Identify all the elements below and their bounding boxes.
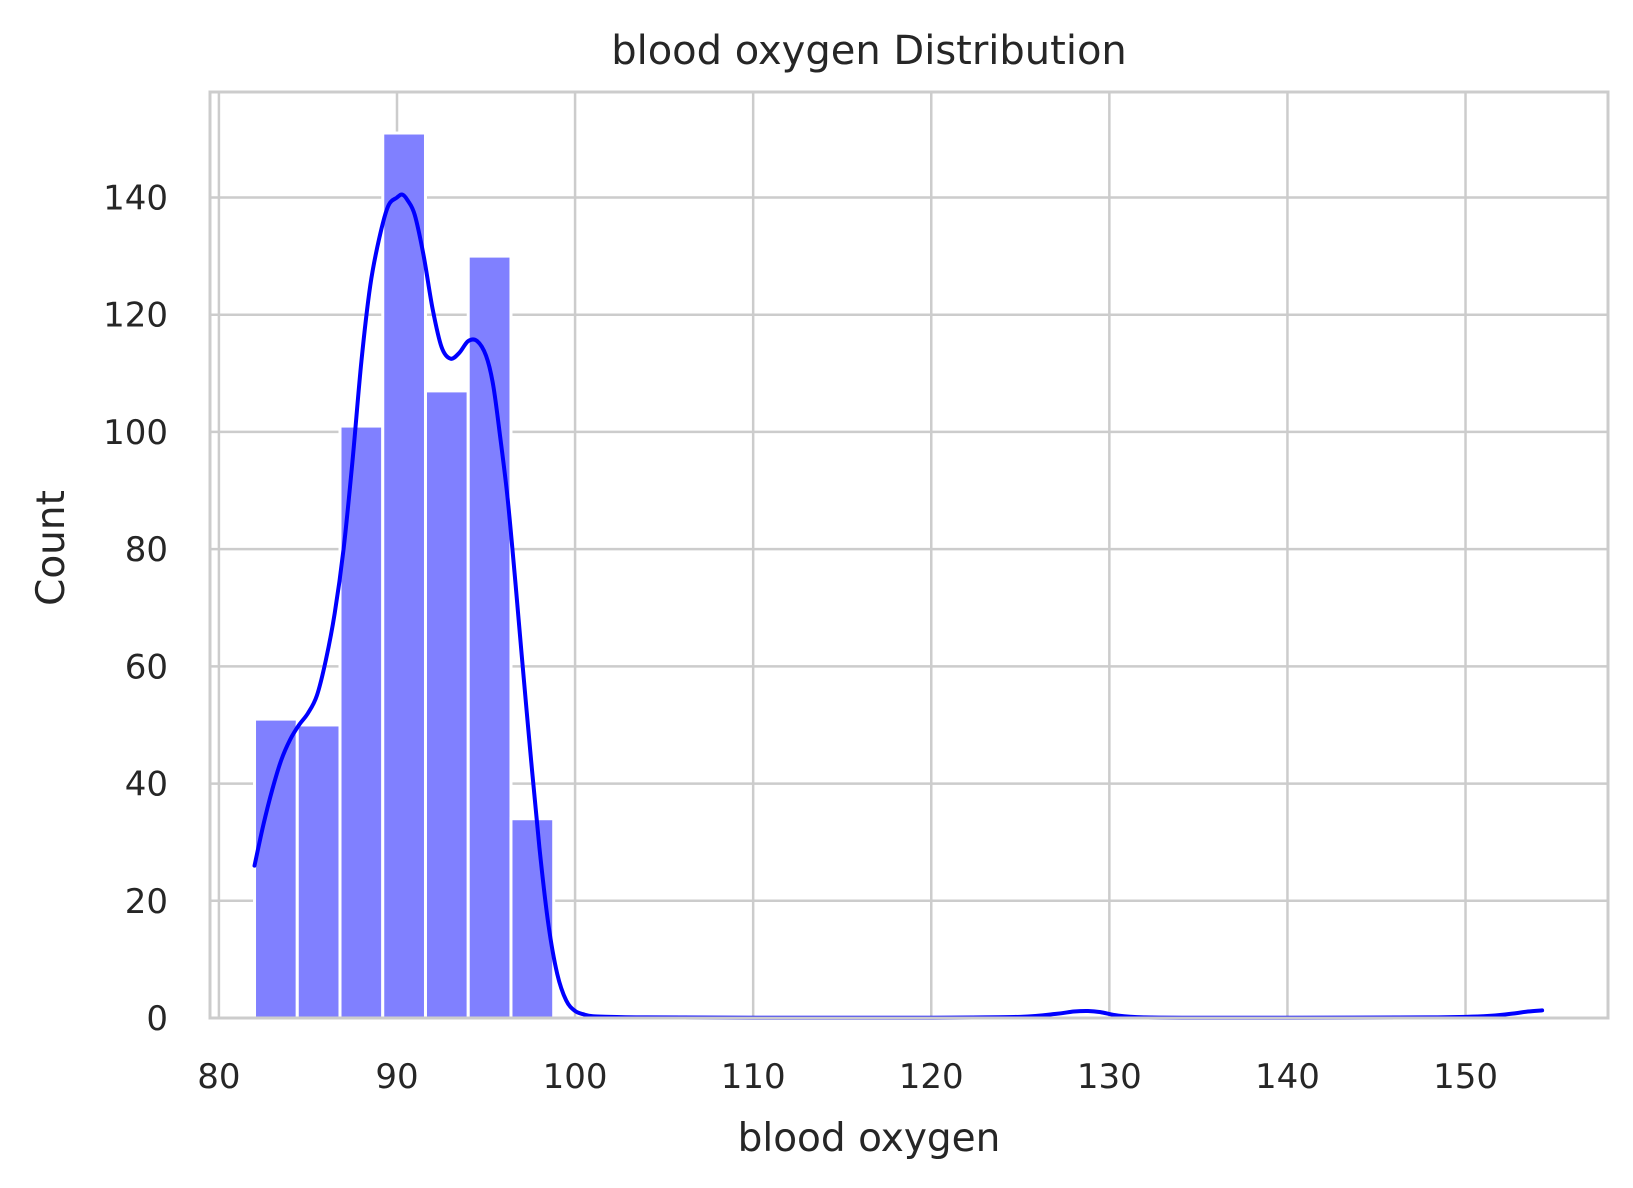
histogram-bar bbox=[295, 723, 342, 1020]
x-tick-label: 80 bbox=[197, 1057, 240, 1097]
plot-frame bbox=[208, 90, 1610, 1020]
x-tick-label: 120 bbox=[899, 1057, 964, 1097]
x-tick-label: 140 bbox=[1255, 1057, 1320, 1097]
kde-curve-group bbox=[252, 192, 1545, 1020]
x-axis-label: blood oxygen bbox=[738, 1116, 1001, 1161]
x-tick-label: 150 bbox=[1433, 1057, 1498, 1097]
x-tick-labels: 80 90 100 110 120 130 140 150 bbox=[197, 1057, 1498, 1097]
histogram-bars bbox=[253, 131, 556, 1020]
y-tick-label: 100 bbox=[103, 413, 168, 453]
x-tick-label: 90 bbox=[375, 1057, 418, 1097]
histogram-bar bbox=[381, 131, 427, 1020]
y-axis-label: Count bbox=[29, 490, 74, 606]
x-tick-label: 110 bbox=[721, 1057, 786, 1097]
chart-title: blood oxygen Distribution bbox=[611, 28, 1127, 74]
histogram-bar bbox=[423, 389, 470, 1020]
kde-curve bbox=[252, 192, 1545, 1020]
histogram-bar bbox=[253, 717, 299, 1020]
x-tick-label: 130 bbox=[1077, 1057, 1142, 1097]
y-tick-label: 20 bbox=[125, 882, 168, 922]
y-tick-label: 40 bbox=[125, 765, 168, 805]
y-tick-label: 140 bbox=[103, 178, 168, 218]
histogram-bar bbox=[466, 254, 513, 1020]
x-tick-label: 100 bbox=[543, 1057, 608, 1097]
y-tick-label: 60 bbox=[125, 647, 168, 687]
y-tick-labels: 0 20 40 60 80 100 120 140 bbox=[103, 178, 168, 1039]
y-tick-label: 0 bbox=[146, 999, 168, 1039]
y-tick-label: 80 bbox=[125, 530, 168, 570]
y-tick-label: 120 bbox=[103, 296, 168, 336]
